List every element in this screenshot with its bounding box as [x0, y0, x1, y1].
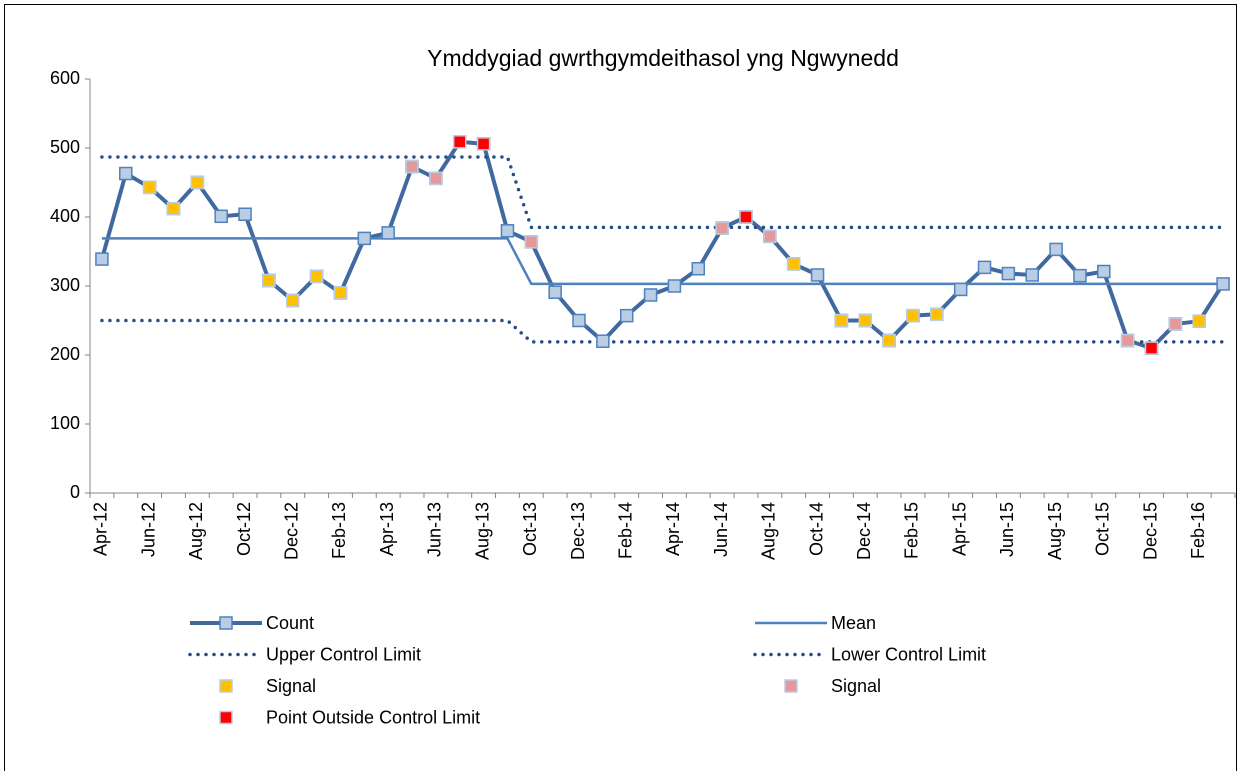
x-tick-label: Apr-13: [377, 502, 397, 556]
marker: [1144, 341, 1159, 355]
x-tick-label: Jun-14: [711, 502, 731, 557]
x-tick-label: Apr-15: [949, 502, 969, 556]
marker: [596, 334, 610, 348]
legend-marker: [219, 710, 233, 725]
legend-label: Upper Control Limit: [266, 644, 421, 664]
marker: [500, 224, 515, 238]
marker: [166, 201, 181, 216]
marker: [643, 288, 658, 302]
x-tick-label: Aug-14: [759, 502, 779, 560]
series-line: [100, 318, 1225, 344]
marker: [405, 159, 419, 174]
series-line: [100, 155, 1225, 230]
legend-marker: [219, 616, 233, 630]
marker: [977, 260, 992, 275]
x-tick-label: Aug-12: [186, 502, 206, 560]
marker: [452, 135, 467, 149]
legend-label: Mean: [831, 613, 876, 633]
marker: [953, 282, 968, 297]
x-tick-label: Apr-12: [91, 502, 111, 556]
marker: [691, 262, 706, 276]
marker: [572, 313, 586, 328]
x-tick-label: Oct-15: [1093, 502, 1113, 556]
chart-frame: [4, 4, 1237, 771]
x-tick-label: Aug-15: [1045, 502, 1065, 560]
y-tick-label: 200: [50, 344, 80, 364]
x-tick-label: Jun-15: [997, 502, 1017, 557]
legend-marker: [219, 679, 233, 693]
marker: [429, 171, 443, 186]
x-tick-label: Dec-14: [854, 502, 874, 560]
legend-label: Point Outside Control Limit: [266, 707, 480, 727]
marker: [858, 313, 873, 328]
x-tick-label: Oct-12: [234, 502, 254, 556]
marker: [1025, 268, 1039, 282]
marker: [739, 210, 753, 224]
marker: [119, 166, 133, 181]
marker: [190, 175, 205, 190]
marker: [1001, 266, 1016, 281]
marker: [214, 209, 228, 224]
marker: [1168, 317, 1183, 331]
x-tick-label: Jun-12: [138, 502, 158, 557]
series-line: [101, 237, 1224, 286]
marker: [763, 229, 777, 244]
marker: [882, 333, 896, 348]
x-tick-label: Feb-16: [1188, 502, 1208, 559]
marker: [1049, 242, 1063, 257]
y-tick-label: 600: [50, 68, 80, 88]
marker: [286, 293, 300, 308]
marker: [333, 286, 348, 300]
marker: [1097, 264, 1111, 279]
marker: [476, 137, 491, 151]
marker: [1073, 268, 1087, 283]
marker: [309, 269, 324, 284]
x-tick-label: Feb-15: [902, 502, 922, 559]
y-tick-label: 300: [50, 275, 80, 295]
legend-label: Count: [266, 613, 314, 633]
marker: [548, 285, 562, 299]
marker: [619, 308, 634, 323]
marker: [810, 268, 825, 282]
x-tick-label: Apr-14: [663, 502, 683, 556]
marker: [1120, 333, 1135, 348]
marker: [381, 226, 395, 240]
y-tick-label: 100: [50, 413, 80, 433]
x-tick-label: Dec-12: [282, 502, 302, 560]
x-tick-label: Oct-13: [520, 502, 540, 556]
y-tick-label: 0: [70, 482, 80, 502]
legend-label: Signal: [266, 676, 316, 696]
x-tick-label: Feb-13: [329, 502, 349, 559]
marker: [667, 279, 682, 293]
marker: [262, 273, 276, 288]
marker: [1216, 277, 1230, 291]
marker: [906, 308, 920, 323]
marker: [715, 221, 729, 235]
x-tick-label: Dec-13: [568, 502, 588, 560]
marker: [142, 180, 157, 195]
marker: [524, 235, 539, 249]
y-tick-label: 500: [50, 137, 80, 157]
legend-marker: [784, 679, 798, 693]
legend-label: Signal: [831, 676, 881, 696]
x-tick-label: Oct-14: [806, 502, 826, 556]
marker: [786, 257, 801, 271]
marker: [834, 313, 849, 328]
chart-title: Ymddygiad gwrthgymdeithasol yng Ngwynedd: [427, 45, 899, 71]
x-tick-label: Feb-14: [615, 502, 635, 559]
marker: [95, 252, 109, 266]
x-tick-label: Dec-15: [1140, 502, 1160, 560]
marker: [930, 307, 944, 322]
legend-label: Lower Control Limit: [831, 644, 986, 664]
marker: [238, 207, 252, 221]
marker: [357, 231, 372, 246]
x-tick-label: Aug-13: [472, 502, 492, 560]
x-tick-label: Jun-13: [425, 502, 445, 557]
marker: [1192, 314, 1206, 328]
y-tick-label: 400: [50, 206, 80, 226]
